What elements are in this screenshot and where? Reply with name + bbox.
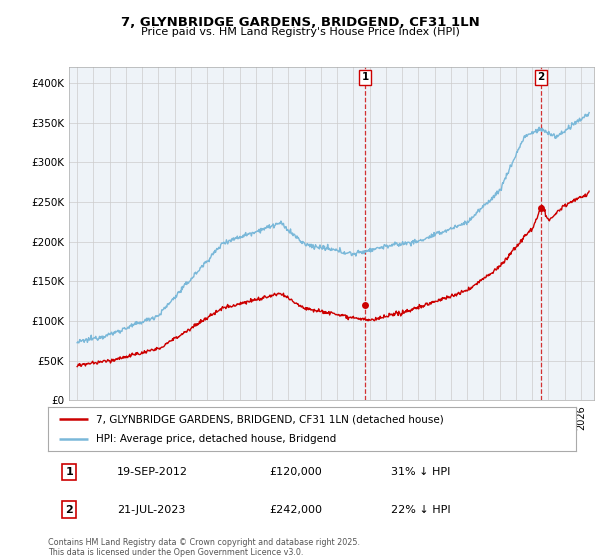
Text: HPI: Average price, detached house, Bridgend: HPI: Average price, detached house, Brid… [95, 435, 336, 445]
Text: 2: 2 [65, 505, 73, 515]
Text: Contains HM Land Registry data © Crown copyright and database right 2025.
This d: Contains HM Land Registry data © Crown c… [48, 538, 360, 557]
Text: 1: 1 [65, 467, 73, 477]
Text: 7, GLYNBRIDGE GARDENS, BRIDGEND, CF31 1LN: 7, GLYNBRIDGE GARDENS, BRIDGEND, CF31 1L… [121, 16, 479, 29]
Text: 31% ↓ HPI: 31% ↓ HPI [391, 467, 451, 477]
Text: 19-SEP-2012: 19-SEP-2012 [116, 467, 188, 477]
Text: 21-JUL-2023: 21-JUL-2023 [116, 505, 185, 515]
Text: 7, GLYNBRIDGE GARDENS, BRIDGEND, CF31 1LN (detached house): 7, GLYNBRIDGE GARDENS, BRIDGEND, CF31 1L… [95, 414, 443, 424]
Text: 1: 1 [362, 72, 369, 82]
Text: 22% ↓ HPI: 22% ↓ HPI [391, 505, 451, 515]
Text: 2: 2 [538, 72, 545, 82]
Text: Price paid vs. HM Land Registry's House Price Index (HPI): Price paid vs. HM Land Registry's House … [140, 27, 460, 37]
Text: £120,000: £120,000 [270, 467, 323, 477]
Text: £242,000: £242,000 [270, 505, 323, 515]
